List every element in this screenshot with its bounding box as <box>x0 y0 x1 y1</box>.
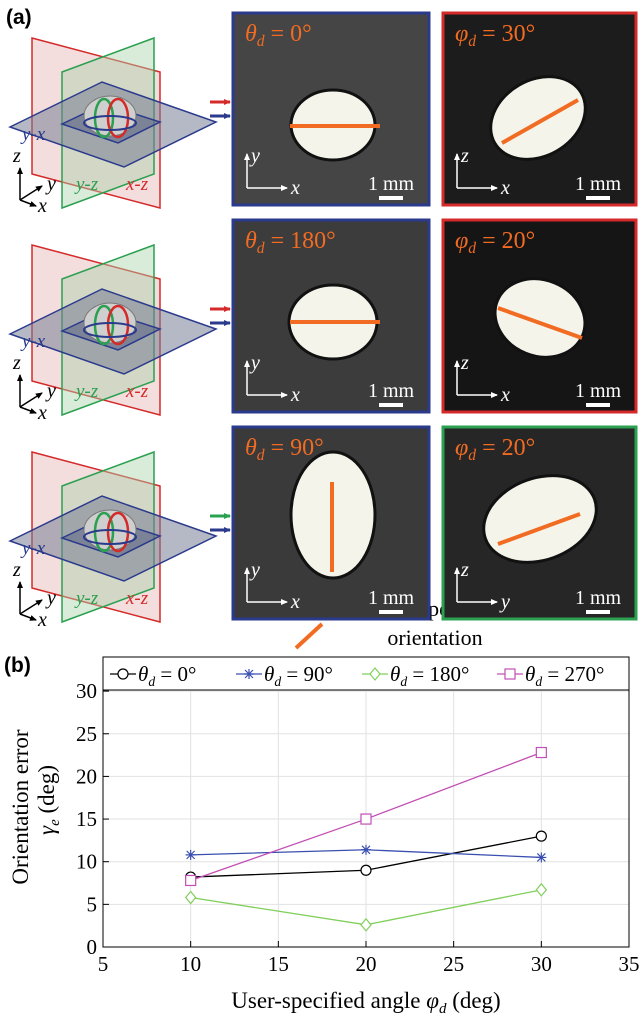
axis-label: z <box>12 352 21 374</box>
scale-bar <box>586 196 610 200</box>
marker <box>536 852 546 862</box>
axis-label: y <box>45 380 56 402</box>
y-tick-label: 20 <box>76 764 97 788</box>
marker <box>361 814 371 824</box>
image-axis-label: x <box>290 591 300 613</box>
panel-label: (a) <box>6 6 32 29</box>
scale-bar <box>586 403 610 407</box>
marker <box>186 875 196 885</box>
angle-label: φd = 20° <box>455 435 535 464</box>
marker <box>361 919 371 931</box>
y-tick-label: 15 <box>76 807 97 831</box>
x-axis-label: User-specified angle φd (deg) <box>231 988 500 1017</box>
axis-arrow <box>20 407 36 413</box>
marker <box>361 845 371 855</box>
image-axis-label: y <box>249 352 260 374</box>
scale-bar <box>379 403 403 407</box>
y-axis-label: γe (deg) <box>34 765 63 835</box>
axis-label: x <box>37 195 47 217</box>
plane-label: y-x <box>20 124 46 145</box>
marker <box>186 850 196 860</box>
plane-label: x-z <box>125 588 149 609</box>
marker <box>536 831 546 841</box>
x-tick-label: 30 <box>531 952 552 976</box>
scale-label: 1 mm <box>368 380 415 402</box>
angle-label: θd = 0° <box>245 21 312 50</box>
x-tick-label: 35 <box>619 952 640 976</box>
angle-label: φd = 20° <box>455 228 535 257</box>
axis-label: z <box>12 559 21 581</box>
panel-label: (b) <box>4 654 31 677</box>
scale-label: 1 mm <box>368 587 415 609</box>
axis-arrow <box>20 200 36 206</box>
plane-label: y-z <box>74 588 99 609</box>
image-axis-label: z <box>460 352 469 374</box>
y-tick-label: 25 <box>76 722 97 746</box>
image-axis-label: y <box>249 559 260 581</box>
scale-label: 1 mm <box>575 173 622 195</box>
legend-text: orientation <box>387 625 482 650</box>
x-tick-label: 20 <box>356 952 377 976</box>
legend-marker <box>118 669 128 679</box>
image-axis-label: y <box>499 591 510 613</box>
plane-label: y-z <box>74 174 99 195</box>
scale-bar <box>379 196 403 200</box>
legend-line <box>296 624 322 648</box>
scale-bar <box>586 610 610 614</box>
axis-label: x <box>37 609 47 631</box>
marker <box>536 748 546 758</box>
scale-label: 1 mm <box>575 380 622 402</box>
axis-label: y <box>45 587 56 609</box>
axis-label: x <box>37 402 47 424</box>
marker <box>186 892 196 904</box>
axis-arrow <box>20 614 36 620</box>
legend-label: θd = 0° <box>138 662 196 689</box>
marker <box>536 884 546 896</box>
legend-marker <box>244 669 254 679</box>
axis-label: z <box>12 145 21 167</box>
angle-label: φd = 30° <box>455 21 535 50</box>
y-tick-label: 30 <box>76 679 97 703</box>
figure: (a) (b) User-specified orientation y-xy-… <box>0 0 640 1021</box>
plane-label: x-z <box>125 381 149 402</box>
scale-label: 1 mm <box>575 587 622 609</box>
plane-label: y-z <box>74 381 99 402</box>
image-axis-label: x <box>500 384 510 406</box>
legend-marker <box>505 669 515 679</box>
x-tick-label: 5 <box>98 952 109 976</box>
image-axis-label: x <box>500 177 510 199</box>
x-tick-label: 15 <box>268 952 289 976</box>
image-axis-label: y <box>249 145 260 167</box>
plane-label: y-x <box>20 538 46 559</box>
y-tick-label: 0 <box>87 935 98 959</box>
image-axis-label: x <box>290 384 300 406</box>
plane-label: x-z <box>125 174 149 195</box>
scale-bar <box>379 610 403 614</box>
scale-label: 1 mm <box>368 173 415 195</box>
image-axis-label: z <box>460 145 469 167</box>
y-axis-label: Orientation error <box>8 729 33 885</box>
image-axis-label: z <box>460 559 469 581</box>
plane-label: y-x <box>20 331 46 352</box>
x-tick-label: 10 <box>180 952 201 976</box>
image-axis-label: x <box>290 177 300 199</box>
y-tick-label: 5 <box>87 892 98 916</box>
marker <box>361 865 371 875</box>
y-tick-label: 10 <box>76 850 97 874</box>
x-tick-label: 25 <box>443 952 464 976</box>
axis-label: y <box>45 173 56 195</box>
